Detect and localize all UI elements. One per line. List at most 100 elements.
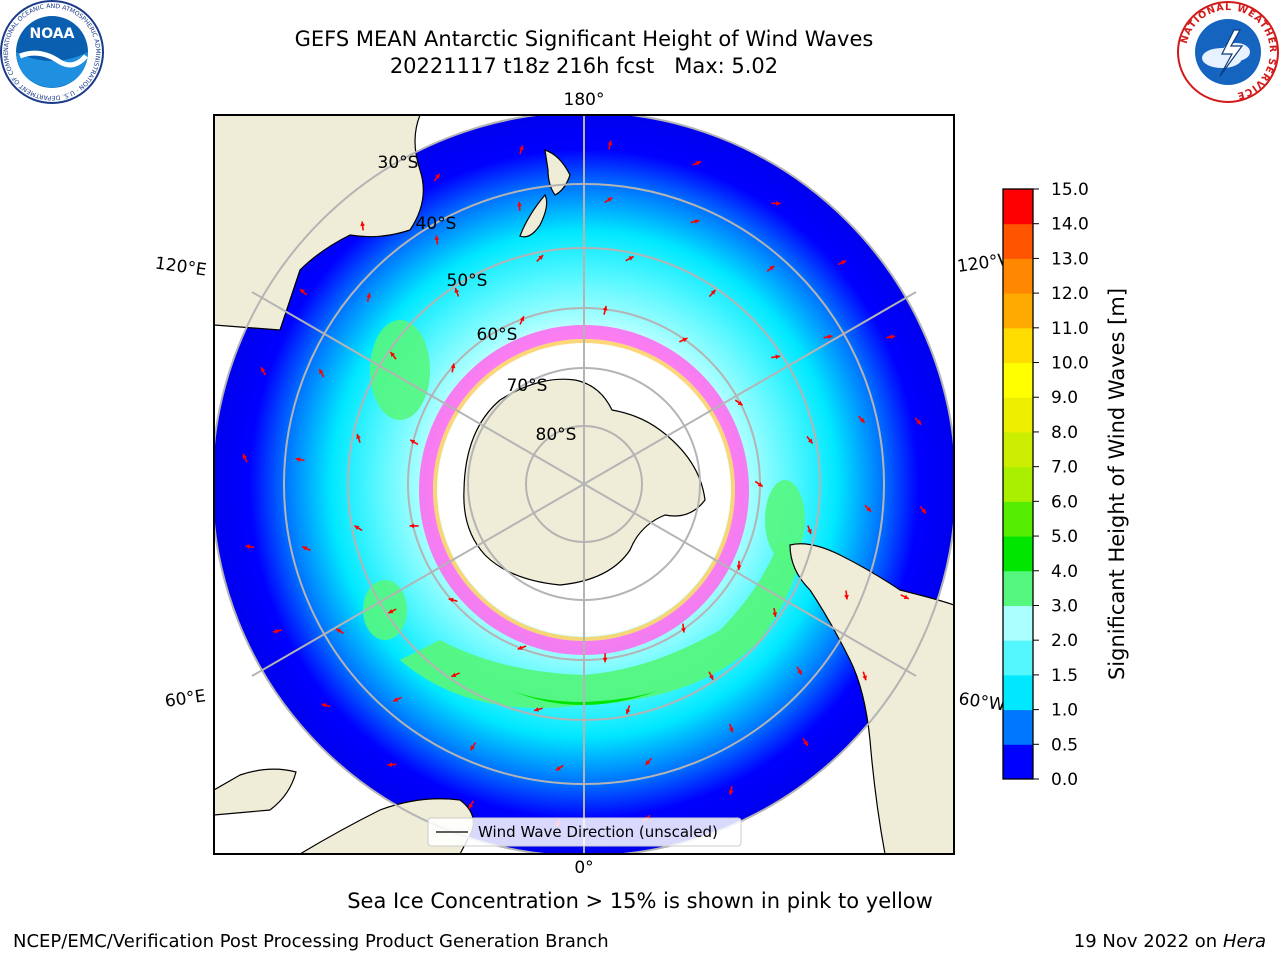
- wind-wave-arrow: [728, 723, 734, 733]
- lat-label-50s: 50°S: [447, 271, 488, 291]
- wind-wave-arrow: [448, 597, 458, 603]
- colorbar-tick-label: 14.0: [1051, 215, 1089, 235]
- colorbar-swatch: [1003, 501, 1033, 537]
- wind-wave-arrow: [806, 435, 814, 444]
- colorbar-tick-label: 1.0: [1051, 701, 1078, 721]
- wind-wave-arrow: [321, 703, 331, 708]
- noaa-logo: NATIONAL OCEANIC AND ATMOSPHERIC ADMINIS…: [0, 0, 104, 104]
- lat-label-60s: 60°S: [477, 325, 518, 345]
- wind-wave-arrow: [885, 334, 896, 340]
- legend-label: Wind Wave Direction (unscaled): [478, 823, 718, 841]
- colorbar-swatch: [1003, 674, 1033, 711]
- title-line-1: GEFS MEAN Antarctic Significant Height o…: [294, 27, 874, 51]
- colorbar-tick-label: 3.0: [1051, 596, 1078, 616]
- wind-wave-arrow: [354, 524, 363, 532]
- map-panel: Wind Wave Direction (unscaled): [214, 115, 954, 854]
- wind-wave-arrow: [356, 433, 361, 443]
- colorbar-tick-label: 13.0: [1051, 249, 1089, 269]
- wind-wave-arrow: [681, 623, 686, 633]
- wind-wave-arrow: [318, 368, 325, 378]
- colorbar-tick-label: 2.0: [1051, 631, 1078, 651]
- colorbar-swatch: [1003, 744, 1033, 780]
- wind-wave-arrow: [690, 219, 700, 224]
- footer-right: 19 Nov 2022 on Hera: [1074, 931, 1266, 952]
- wind-wave-arrow: [771, 354, 781, 360]
- colorbar-tick-label: 0.5: [1051, 735, 1078, 755]
- colorbar-swatch: [1003, 327, 1033, 364]
- colorbar-swatch: [1003, 362, 1033, 398]
- footer-date: 19 Nov 2022 on: [1073, 931, 1218, 952]
- colorbar-tick-label: 6.0: [1051, 492, 1078, 512]
- colorbar-swatch: [1003, 570, 1033, 606]
- wind-wave-arrow: [469, 742, 477, 751]
- wind-wave-arrow: [857, 415, 866, 424]
- wind-wave-arrow: [692, 160, 702, 166]
- wind-wave-arrow: [644, 757, 653, 766]
- colorbar-tick-label: 15.0: [1051, 180, 1089, 200]
- wind-wave-arrow: [295, 457, 305, 462]
- wind-wave-arrow: [389, 351, 397, 360]
- wind-wave-arrow: [708, 289, 717, 298]
- colorbar-swatch: [1003, 605, 1033, 641]
- colorbar-outline: [1002, 188, 1034, 780]
- wind-wave-arrow: [450, 363, 456, 373]
- wind-wave-arrow: [625, 255, 635, 262]
- colorbar-swatch: [1003, 431, 1033, 468]
- wind-wave-arrow: [517, 201, 522, 211]
- wind-wave-arrow: [772, 607, 778, 618]
- wind-wave-arrow: [468, 800, 475, 810]
- wind-wave-arrow: [335, 628, 345, 635]
- wind-wave-arrow: [392, 696, 402, 702]
- wind-wave-arrow: [766, 265, 775, 273]
- lat-label-70s: 70°S: [507, 376, 548, 396]
- wind-wave-arrow: [736, 560, 742, 570]
- wind-wave-arrow: [728, 785, 734, 796]
- wind-wave-arrow: [519, 315, 525, 325]
- lon-label-180: 180°: [564, 90, 605, 110]
- wind-wave-arrow: [604, 196, 613, 204]
- colorbar-swatch: [1003, 223, 1033, 259]
- wind-wave-arrow: [387, 762, 397, 768]
- footer-machine: Hera: [1222, 931, 1266, 952]
- wind-wave-arrow: [914, 417, 922, 426]
- wind-wave-arrow: [536, 254, 544, 263]
- colorbar-tick-label: 11.0: [1051, 319, 1089, 339]
- title-line-2: 20221117 t18z 216h fcst Max: 5.02: [389, 54, 779, 78]
- wind-wave-arrow: [366, 292, 372, 302]
- colorbar-tick-label: 5.0: [1051, 527, 1078, 547]
- wind-wave-arrow: [862, 671, 867, 681]
- wind-wave-arrow: [299, 288, 308, 296]
- colorbar-tick-label: 0.0: [1051, 770, 1078, 790]
- map-legend: Wind Wave Direction (unscaled): [427, 817, 742, 847]
- wind-wave-arrow: [433, 173, 441, 182]
- wind-wave-arrow: [602, 653, 608, 663]
- wind-wave-arrow: [602, 305, 608, 315]
- wind-wave-arrow: [387, 608, 397, 614]
- wind-wave-arrow: [451, 672, 460, 678]
- colorbar-swatch: [1003, 293, 1033, 329]
- colorbar-tick-label: 7.0: [1051, 458, 1078, 478]
- wind-wave-arrow: [679, 337, 688, 343]
- wind-wave-arrow: [754, 480, 764, 488]
- wind-wave-arrow: [607, 140, 613, 150]
- lat-label-30s: 30°S: [378, 153, 419, 173]
- wind-wave-arrow: [802, 737, 809, 747]
- wind-wave-arrow: [260, 366, 267, 376]
- wind-wave-arrow: [796, 666, 803, 675]
- colorbar-swatch: [1003, 397, 1033, 433]
- lon-label-120e: 120°E: [154, 254, 208, 281]
- colorbar-swatch: [1003, 536, 1033, 572]
- wind-wave-arrow: [864, 504, 872, 513]
- colorbar-swatch: [1003, 258, 1033, 294]
- graticule: [214, 115, 954, 854]
- colorbar-swatch: [1003, 709, 1033, 745]
- colorbar-swatch: [1003, 640, 1033, 676]
- wind-wave-arrow: [301, 545, 311, 552]
- lat-label-40s: 40°S: [416, 214, 457, 234]
- colorbar-tick-label: 10.0: [1051, 354, 1089, 374]
- colorbar-tick-label: 4.0: [1051, 562, 1078, 582]
- wind-wave-arrow: [555, 764, 564, 772]
- nws-logo: NATIONAL WEATHER SERVICE: [1177, 1, 1279, 103]
- wind-wave-arrow: [734, 399, 744, 406]
